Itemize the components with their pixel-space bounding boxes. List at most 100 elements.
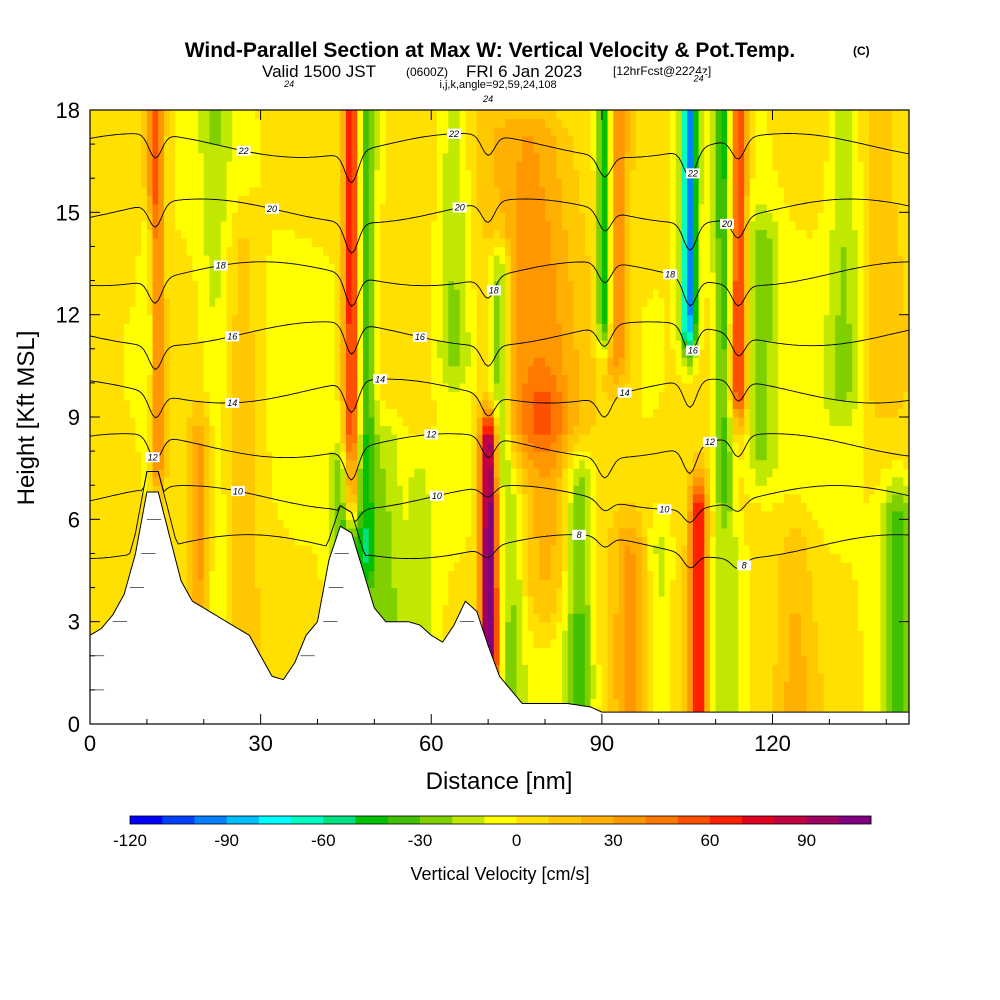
velocity-cell bbox=[345, 519, 353, 529]
velocity-cell bbox=[601, 374, 609, 393]
velocity-cell bbox=[618, 502, 626, 529]
velocity-cell bbox=[175, 110, 182, 230]
velocity-cell bbox=[488, 237, 495, 256]
velocity-cell bbox=[516, 468, 523, 495]
velocity-cell bbox=[226, 110, 233, 162]
velocity-cell bbox=[505, 237, 512, 256]
velocity-cell bbox=[499, 246, 506, 265]
velocity-cell bbox=[527, 118, 535, 137]
velocity-cell bbox=[709, 272, 717, 512]
velocity-cell bbox=[738, 399, 745, 410]
velocity-cell bbox=[476, 434, 484, 631]
colorbar-swatch bbox=[548, 816, 582, 824]
velocity-cell bbox=[334, 399, 341, 444]
velocity-cell bbox=[351, 527, 358, 537]
theta-contour-label-bg bbox=[145, 452, 160, 463]
velocity-cell bbox=[209, 306, 216, 427]
colorbar-swatch bbox=[774, 816, 807, 824]
velocity-cell bbox=[783, 536, 791, 682]
velocity-cell bbox=[823, 544, 830, 717]
velocity-cell bbox=[266, 451, 273, 682]
velocity-cell bbox=[408, 476, 415, 631]
theta-contour-label-bg bbox=[481, 94, 496, 104]
velocity-cell bbox=[442, 604, 449, 648]
velocity-cell bbox=[186, 417, 193, 606]
velocity-cell bbox=[488, 408, 495, 418]
velocity-cell bbox=[556, 110, 563, 120]
velocity-cell bbox=[891, 203, 899, 418]
velocity-cell bbox=[146, 374, 154, 503]
velocity-cell bbox=[232, 110, 239, 213]
velocity-cell bbox=[351, 110, 358, 410]
velocity-cell bbox=[766, 212, 774, 239]
velocity-cell bbox=[653, 544, 660, 555]
velocity-cell bbox=[584, 451, 592, 469]
x-tick-label: 90 bbox=[590, 731, 614, 756]
velocity-cell bbox=[607, 357, 614, 375]
velocity-cell bbox=[869, 493, 876, 724]
velocity-cell bbox=[738, 510, 745, 724]
velocity-cell bbox=[579, 613, 586, 708]
velocity-cell bbox=[891, 459, 899, 478]
velocity-cell bbox=[897, 476, 904, 495]
velocity-cell bbox=[488, 391, 495, 401]
velocity-cell bbox=[744, 195, 751, 410]
velocity-cell bbox=[402, 110, 410, 427]
colorbar-swatch bbox=[452, 816, 485, 824]
velocity-cell bbox=[835, 314, 842, 401]
theta-contour-label: 22 bbox=[236, 145, 251, 156]
velocity-cell bbox=[692, 468, 700, 478]
velocity-cell bbox=[539, 110, 546, 120]
velocity-cell bbox=[550, 613, 557, 640]
velocity-cell bbox=[419, 468, 427, 640]
theta-contour-label-text: 20 bbox=[266, 204, 277, 214]
velocity-cell bbox=[562, 630, 569, 717]
theta-contour-label-text: 20 bbox=[454, 203, 465, 213]
theta-contour-label-bg bbox=[486, 285, 501, 296]
velocity-cell bbox=[459, 553, 466, 623]
velocity-cell bbox=[146, 195, 154, 213]
velocity-cell bbox=[209, 144, 216, 307]
theta-contour-label: 8 bbox=[572, 529, 587, 540]
velocity-cell bbox=[220, 110, 228, 222]
velocity-cell bbox=[215, 297, 222, 631]
velocity-cell bbox=[721, 527, 728, 724]
velocity-cell bbox=[891, 110, 899, 205]
velocity-cell bbox=[806, 510, 813, 572]
velocity-cell bbox=[493, 417, 501, 427]
colorbar-swatch bbox=[162, 816, 195, 824]
velocity-cell bbox=[482, 110, 489, 239]
velocity-cell bbox=[579, 110, 586, 213]
velocity-cell bbox=[527, 365, 535, 444]
velocity-cell bbox=[141, 220, 148, 495]
velocity-cell bbox=[550, 135, 557, 265]
velocity-cell bbox=[755, 229, 762, 461]
velocity-cell bbox=[101, 110, 108, 640]
velocity-cell bbox=[766, 110, 774, 137]
velocity-cell bbox=[721, 417, 728, 503]
velocity-cell bbox=[510, 110, 518, 120]
velocity-cell bbox=[721, 110, 728, 179]
velocity-cell bbox=[664, 110, 671, 512]
theta-contour-label: 22 bbox=[685, 168, 700, 179]
velocity-cell bbox=[499, 110, 506, 128]
velocity-cell bbox=[567, 110, 575, 137]
velocity-cell bbox=[761, 229, 768, 461]
theta-contour-label: 24 bbox=[481, 94, 496, 104]
velocity-cell bbox=[897, 408, 904, 461]
velocity-cell bbox=[687, 110, 694, 316]
velocity-cell bbox=[766, 135, 774, 213]
velocity-cell bbox=[488, 442, 495, 452]
theta-contour-label-bg bbox=[225, 397, 240, 408]
velocity-cell bbox=[533, 110, 540, 120]
velocity-cell bbox=[630, 527, 637, 555]
velocity-cell bbox=[562, 570, 569, 631]
velocity-cell bbox=[607, 323, 614, 341]
velocity-cell bbox=[357, 110, 364, 435]
theta-contour-label-bg bbox=[213, 260, 228, 271]
theta-contour-label: 14 bbox=[617, 387, 632, 398]
velocity-cell bbox=[766, 237, 774, 341]
theta-contour-label-bg bbox=[447, 128, 461, 139]
velocity-cell bbox=[533, 152, 540, 358]
velocity-cell bbox=[562, 451, 569, 469]
